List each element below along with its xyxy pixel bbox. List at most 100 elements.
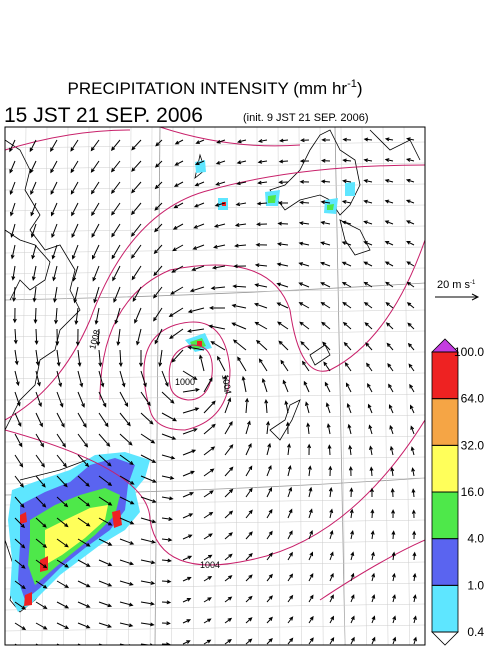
wind-arrow — [98, 580, 113, 587]
wind-arrow — [266, 637, 273, 645]
wind-arrow — [329, 636, 335, 645]
wind-arrow — [77, 601, 91, 608]
wind-arrow — [245, 552, 253, 561]
wind-arrow — [168, 307, 184, 318]
wind-arrow — [329, 551, 334, 561]
wind-arrow — [172, 223, 184, 230]
wind-arrow — [384, 137, 394, 142]
colorbar-under — [431, 631, 459, 646]
wind-arrow — [412, 572, 417, 582]
wind-arrow — [77, 622, 91, 629]
wind-arrow — [341, 261, 352, 267]
wind-arrow — [277, 321, 289, 330]
wind-arrow — [266, 442, 272, 456]
wind-arrow — [232, 284, 247, 289]
wind-arrow — [245, 574, 253, 582]
wind-arrow — [214, 202, 226, 207]
grid-cell-line — [5, 127, 6, 148]
wind-arrow — [255, 339, 268, 351]
wind-arrow — [50, 202, 58, 217]
wind-arrow — [320, 301, 331, 309]
grid-cell-line — [193, 127, 195, 645]
wind-arrow — [154, 223, 163, 233]
colorbar-label: 32.0 — [461, 438, 485, 452]
wind-arrow — [301, 360, 310, 372]
grid-cell-line — [5, 456, 425, 464]
colorbar-segment — [431, 351, 459, 400]
wind-arrow — [390, 466, 395, 477]
wind-arrow — [70, 139, 79, 152]
wind-arrow — [224, 421, 233, 435]
wind-arrow — [161, 496, 174, 501]
wind-arrow — [235, 202, 247, 207]
wind-arrow — [210, 286, 226, 291]
wind-arrow — [195, 139, 205, 144]
wind-arrow — [187, 345, 205, 351]
wind-arrow — [216, 139, 226, 144]
wind-arrow — [405, 220, 415, 225]
wind-arrow — [257, 159, 268, 164]
wind-arrow — [161, 537, 173, 542]
wind-arrow — [140, 391, 151, 407]
wind-arrow — [363, 158, 373, 163]
wind-arrow — [153, 307, 163, 322]
title: PRECIPITATION INTENSITY (mm hr-1) — [67, 78, 362, 98]
colorbar-label: 16.0 — [461, 485, 485, 499]
wind-arrow — [182, 449, 197, 456]
wind-arrow — [187, 328, 205, 333]
wind-arrow — [77, 475, 90, 487]
wind-arrow — [161, 454, 176, 460]
colorbar-segment — [431, 491, 459, 540]
wind-arrow — [406, 281, 415, 288]
wind-arrow — [35, 601, 48, 610]
isobar-label: 1008 — [87, 329, 102, 351]
wind-arrow — [406, 137, 415, 142]
wind-arrow — [158, 349, 163, 367]
wind-arrow — [203, 639, 212, 645]
isobar-label: 1004 — [220, 374, 233, 395]
wind-arrow — [277, 201, 289, 205]
wind-arrow — [371, 572, 376, 582]
wind-arrow — [35, 475, 46, 488]
wind-arrow — [266, 508, 273, 519]
wind-arrow — [299, 159, 310, 164]
wind-arrow — [213, 223, 226, 228]
wind-arrow — [98, 349, 103, 368]
wind-arrow — [203, 533, 213, 540]
wind-arrow — [191, 265, 205, 272]
wind-arrow — [224, 639, 232, 645]
wind-arrow — [224, 553, 233, 561]
wind-arrow — [234, 243, 247, 248]
wind-arrow — [77, 580, 91, 588]
wind-arrow — [368, 424, 373, 435]
wind-arrow — [110, 139, 121, 151]
wind-arrow — [111, 202, 121, 216]
wind-arrow — [71, 223, 79, 239]
wind-arrow — [161, 391, 175, 404]
wind-arrow — [111, 223, 121, 238]
wind-arrow — [14, 349, 19, 366]
grid-cell-line — [235, 127, 237, 645]
wind-arrow — [140, 454, 157, 463]
wind-arrow — [91, 202, 100, 217]
wind-scale-arrow — [435, 293, 480, 301]
wind-arrow — [50, 139, 58, 152]
wind-arrow — [31, 265, 37, 282]
wind-arrow — [384, 241, 394, 246]
colorbar-segment — [431, 444, 459, 493]
colorbar-segment — [431, 584, 459, 633]
model-grid — [5, 127, 425, 645]
wind-arrow — [98, 412, 109, 428]
wind-arrow — [14, 622, 27, 631]
wind-arrow — [35, 517, 47, 528]
wind-arrow — [35, 622, 48, 630]
map-frame — [4, 126, 426, 646]
wind-arrow — [14, 496, 25, 508]
grid-cell-line — [5, 624, 425, 632]
wind-arrow — [132, 286, 142, 303]
wind-arrow — [406, 302, 415, 309]
wind-arrow — [241, 375, 247, 393]
wind-arrow — [254, 283, 268, 288]
wind-arrow — [75, 328, 80, 347]
wind-arrow — [161, 579, 172, 584]
